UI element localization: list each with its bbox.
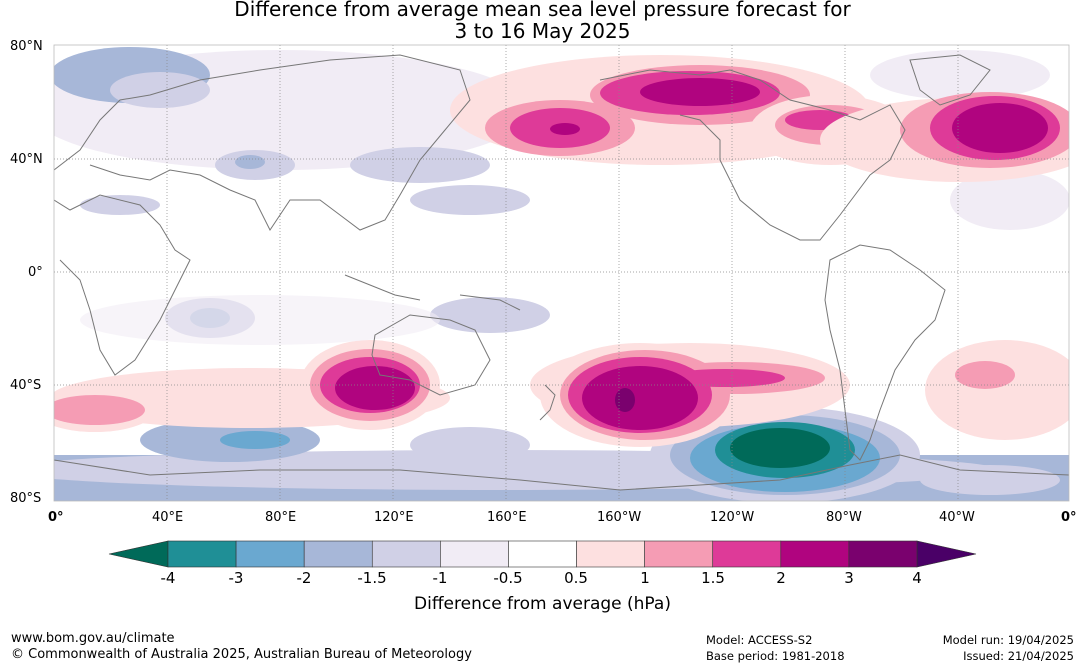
colorbar-box — [848, 540, 918, 568]
map-frame — [53, 44, 1070, 502]
colorbar-box — [440, 540, 509, 568]
colorbar-box — [371, 540, 441, 568]
anomaly-field — [54, 45, 1069, 501]
footer-issued: Issued: 21/04/2025 — [963, 649, 1074, 663]
colorbar-tick: 1 — [640, 569, 650, 587]
colorbar-tick: -4 — [160, 569, 176, 587]
colorbar-box — [576, 540, 645, 568]
lon-label-40w: 40°W — [939, 510, 975, 525]
colorbar-box — [235, 540, 305, 568]
footer-url[interactable]: www.bom.gov.au/climate — [11, 631, 175, 646]
lon-label-160w: 160°W — [597, 510, 642, 525]
colorbar-low-arrow — [108, 540, 169, 568]
colorbar-box — [644, 540, 714, 568]
lon-label-0-left: 0° — [48, 510, 64, 525]
colorbar-tick: 2 — [776, 569, 786, 587]
colorbar-high-arrow — [916, 540, 977, 568]
colorbar — [108, 540, 977, 568]
north-pacific-high — [450, 55, 910, 165]
colorbar-tick: -3 — [228, 569, 244, 587]
graticule — [54, 45, 1069, 501]
colorbar-tick: -1.5 — [357, 569, 387, 587]
footer-model: Model: ACCESS-S2 — [706, 633, 813, 647]
map-subtitle: 3 to 16 May 2025 — [454, 19, 631, 43]
lat-label-80s: 80°S — [10, 491, 42, 506]
eurasia-negative — [54, 47, 1069, 230]
lat-label-40n: 40°N — [10, 152, 43, 167]
north-atlantic-high — [820, 92, 1069, 182]
colorbar-tick: 4 — [912, 569, 922, 587]
colorbar-label: Difference from average (hPa) — [414, 594, 671, 614]
footer-copyright: © Commonwealth of Australia 2025, Austra… — [11, 647, 472, 662]
colorbar-box — [303, 540, 373, 568]
colorbar-tick: -0.5 — [493, 569, 523, 587]
lat-label-0: 0° — [28, 265, 43, 280]
colorbar-tick: -2 — [296, 569, 312, 587]
colorbar-tick: 3 — [844, 569, 854, 587]
lon-label-80w: 80°W — [826, 510, 862, 525]
south-atlantic-high — [925, 340, 1069, 440]
colorbar-box — [712, 540, 782, 568]
lon-label-160e: 160°E — [487, 510, 527, 525]
lat-label-40s: 40°S — [10, 378, 42, 393]
colorbar-tick: 1.5 — [701, 569, 725, 587]
lon-label-80e: 80°E — [265, 510, 297, 525]
lon-label-120w: 120°W — [710, 510, 755, 525]
footer-model-run: Model run: 19/04/2025 — [942, 633, 1074, 647]
lat-label-80n: 80°N — [10, 39, 43, 54]
lon-label-120e: 120°E — [374, 510, 414, 525]
map-title: Difference from average mean sea level p… — [234, 0, 851, 21]
lon-label-0-right: 0° — [1061, 510, 1077, 525]
colorbar-box — [780, 540, 850, 568]
colorbar-box — [508, 540, 577, 568]
footer-base-period: Base period: 1981-2018 — [706, 649, 845, 663]
south-pacific-low — [650, 407, 920, 501]
colorbar-tick: -1 — [432, 569, 448, 587]
colorbar-box — [167, 540, 237, 568]
lon-label-40e: 40°E — [152, 510, 184, 525]
colorbar-tick: 0.5 — [564, 569, 588, 587]
